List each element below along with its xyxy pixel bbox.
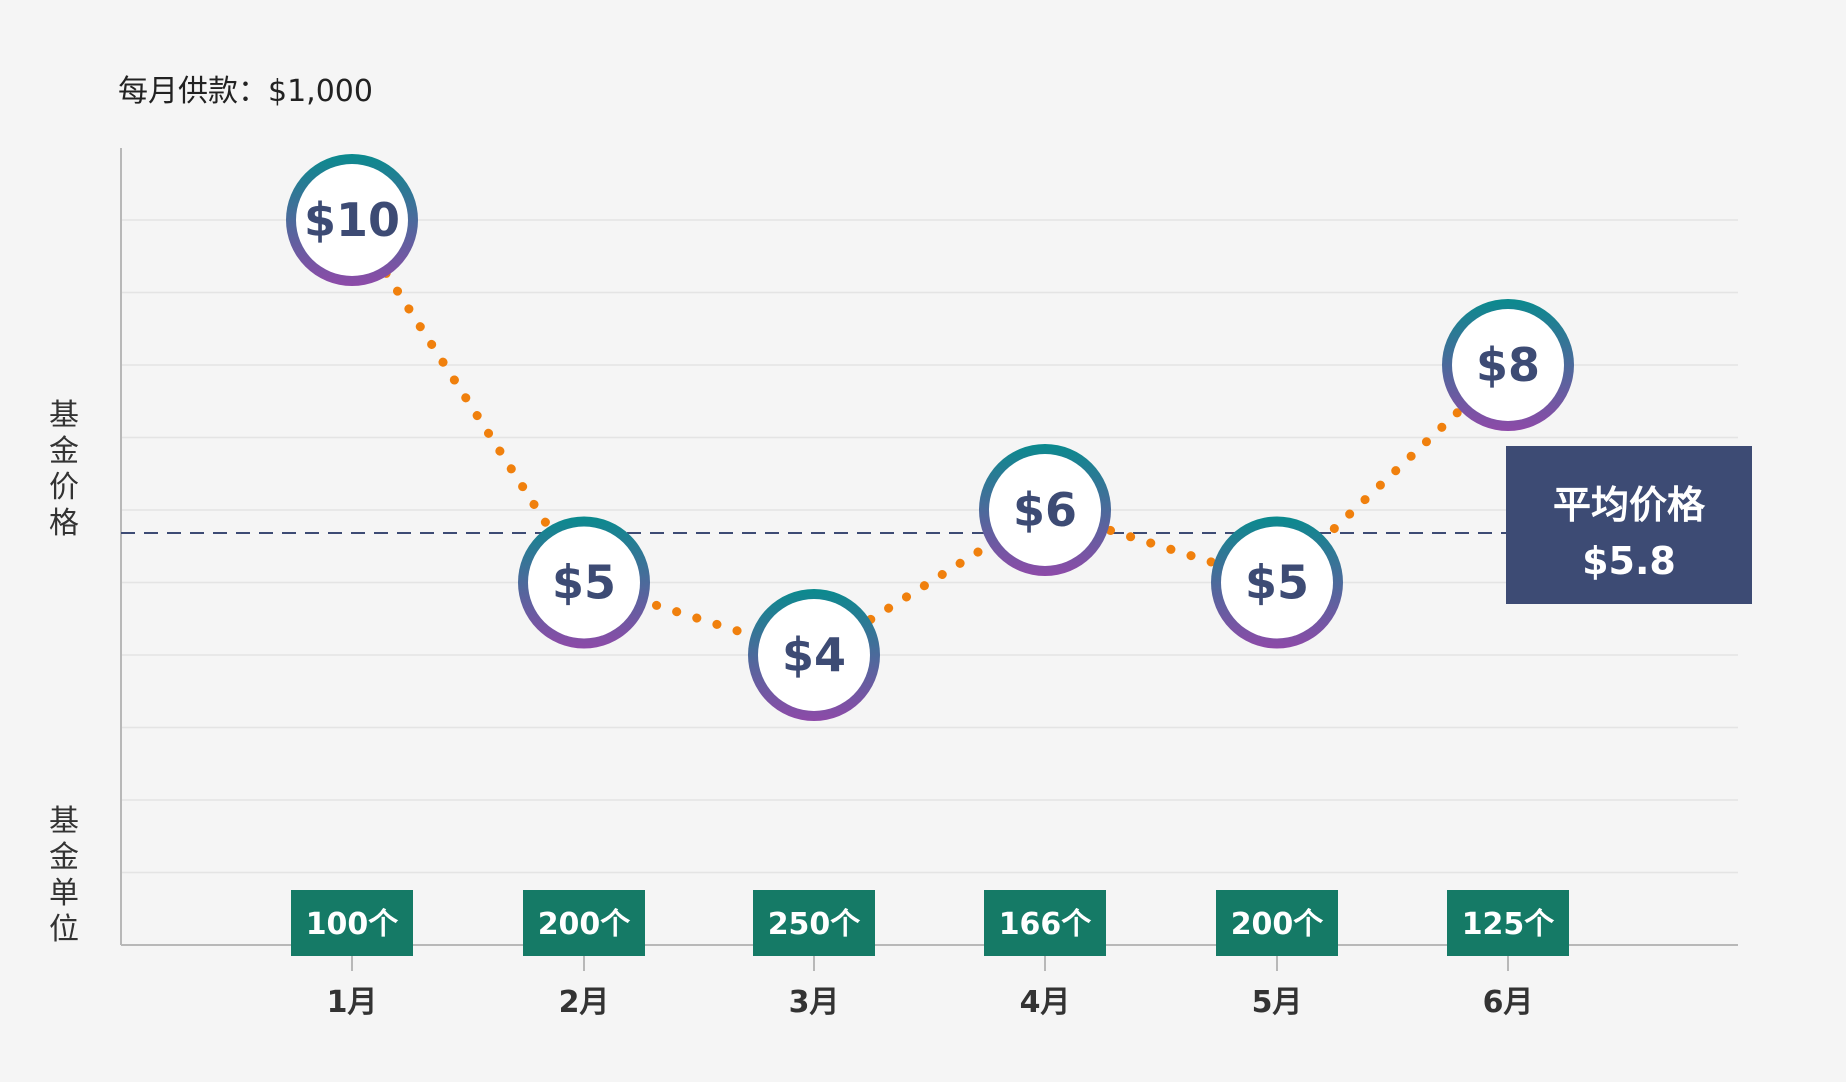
price-label: $5 (552, 556, 616, 610)
average-price-title: 平均价格 (1552, 483, 1705, 527)
average-price-box: 平均价格 $5.8 (1506, 446, 1752, 604)
unit-label: 200个 (538, 907, 632, 942)
price-marker-face (758, 599, 870, 711)
unit-box: 200个 (523, 890, 645, 956)
price-marker-face (296, 164, 408, 276)
unit-box-bg (291, 890, 413, 956)
average-price-value: $5.8 (1582, 539, 1676, 583)
y-axis-label-units: 基金单位 (49, 804, 79, 947)
unit-label: 200个 (1231, 907, 1325, 942)
price-label: $5 (1245, 556, 1309, 610)
price-marker-face (1221, 526, 1333, 639)
price-marker-face (989, 454, 1101, 566)
x-tick-label: 3月 (789, 985, 840, 1020)
unit-box: 250个 (753, 890, 875, 956)
price-marker: $6 (979, 444, 1111, 576)
y-axis-label-price: 基金价格 (49, 398, 79, 541)
price-label: $10 (304, 193, 400, 247)
x-tick-label: 6月 (1483, 985, 1534, 1020)
price-marker-face (1452, 309, 1564, 421)
chart-subtitle: 每月供款：$1,000 (118, 74, 373, 109)
price-label: $6 (1013, 483, 1077, 537)
unit-label: 250个 (768, 907, 862, 942)
unit-box-bg (753, 890, 875, 956)
unit-label: 125个 (1462, 907, 1556, 942)
x-tick-label: 2月 (559, 985, 610, 1020)
unit-label: 100个 (306, 907, 400, 942)
price-series-line (347, 215, 1513, 660)
price-marker: $4 (748, 589, 880, 721)
unit-box-bg (523, 890, 645, 956)
x-tick-label: 4月 (1020, 985, 1071, 1020)
price-markers: $10 $5 $4 $6 $5 $8 (286, 154, 1574, 721)
price-marker: $5 (518, 516, 650, 649)
x-tick-label: 1月 (327, 985, 378, 1020)
price-line-group (347, 215, 1513, 660)
unit-boxes: 100个 200个 250个 166个 200个 125个 (291, 890, 1569, 956)
unit-box: 166个 (984, 890, 1106, 956)
price-label: $8 (1476, 338, 1540, 392)
month-labels: 1月 2月 3月 4月 5月 6月 (327, 985, 1534, 1020)
unit-box-bg (984, 890, 1106, 956)
unit-box-bg (1447, 890, 1569, 956)
price-marker: $5 (1211, 516, 1343, 649)
price-marker-face (528, 526, 640, 639)
unit-box: 200个 (1216, 890, 1338, 956)
price-label: $4 (782, 628, 846, 682)
unit-box: 125个 (1447, 890, 1569, 956)
unit-label: 166个 (999, 907, 1093, 942)
x-tick-label: 5月 (1252, 985, 1303, 1020)
unit-box-bg (1216, 890, 1338, 956)
grid-lines (121, 219, 1738, 874)
price-marker: $8 (1442, 299, 1574, 431)
price-marker: $10 (286, 154, 418, 286)
unit-box: 100个 (291, 890, 413, 956)
